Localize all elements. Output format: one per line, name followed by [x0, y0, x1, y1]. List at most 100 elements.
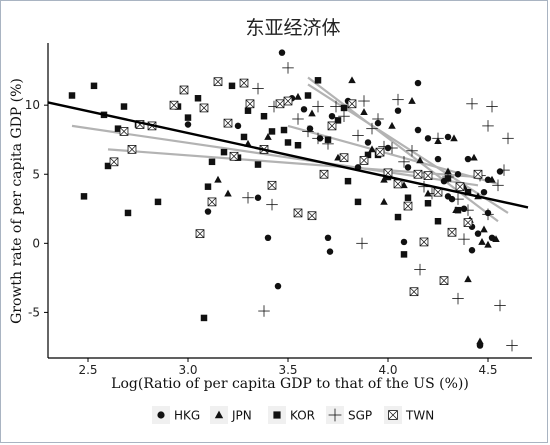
data-point-hkg	[454, 171, 462, 178]
data-point-sgp	[330, 100, 342, 113]
fit-line-jpn	[307, 76, 499, 223]
data-point-twn	[439, 276, 449, 285]
data-point-jpn	[308, 109, 316, 117]
data-point-kor	[434, 217, 442, 225]
y-tick-label: 10	[25, 98, 40, 112]
legend-marker-sgp	[328, 408, 342, 422]
data-point-hkg	[328, 112, 336, 120]
data-point-hkg	[488, 234, 496, 242]
data-point-kor	[364, 151, 372, 159]
data-point-sgp	[386, 142, 398, 154]
data-point-hkg	[184, 121, 192, 128]
data-point-twn	[283, 96, 293, 106]
data-point-twn	[473, 169, 483, 179]
data-point-kor	[104, 162, 112, 170]
data-point-sgp	[498, 164, 510, 176]
data-point-sgp	[338, 110, 350, 122]
data-point-sgp	[462, 204, 474, 216]
legend-marker-hkg	[157, 411, 165, 419]
data-point-sgp	[258, 305, 270, 317]
x-tick-label: 2.5	[78, 363, 97, 377]
data-point-sgp	[356, 237, 368, 250]
y-axis-title: Growth rate of per capita GDP (%)	[9, 78, 25, 324]
legend-item-hkg: HKG	[152, 406, 200, 424]
data-point-kor	[154, 198, 162, 206]
legend-item-twn: TWN	[384, 406, 434, 424]
data-point-twn	[319, 169, 329, 179]
data-point-sgp	[494, 299, 506, 312]
data-point-twn	[267, 180, 277, 190]
data-point-twn	[375, 147, 385, 157]
data-point-sgp	[312, 132, 324, 145]
data-point-sgp	[492, 179, 504, 192]
data-point-kor	[268, 128, 276, 135]
legend-label: SGP	[348, 409, 372, 423]
data-point-sgp	[352, 129, 364, 142]
fit-line-hkg	[287, 124, 499, 185]
data-point-sgp	[358, 95, 370, 107]
data-point-sgp	[292, 113, 304, 125]
data-point-kor	[184, 114, 192, 121]
data-point-twn	[207, 197, 217, 207]
data-point-kor	[454, 206, 462, 214]
data-point-hkg	[460, 205, 468, 213]
data-point-twn	[307, 211, 317, 221]
data-point-sgp	[452, 292, 464, 305]
x-tick-label: 3.5	[278, 363, 297, 377]
data-point-jpn	[424, 189, 432, 197]
legend-label: JPN	[231, 409, 252, 423]
data-point-jpn	[464, 275, 472, 283]
overall-fit	[47, 101, 529, 209]
data-point-twn	[213, 77, 223, 87]
data-point-sgp	[452, 193, 464, 205]
data-point-twn	[169, 100, 179, 110]
data-point-kor	[240, 133, 248, 141]
legend: HKG JPN KOR SGP TWN	[152, 406, 434, 424]
legend-label: TWN	[405, 409, 434, 423]
data-point-kor	[464, 188, 472, 196]
data-point-kor	[314, 77, 322, 84]
data-point-sgp	[442, 171, 454, 183]
data-point-twn	[419, 237, 429, 247]
legend-item-sgp: SGP	[326, 406, 372, 424]
data-point-jpn	[416, 156, 424, 164]
data-point-twn	[359, 156, 369, 165]
data-point-sgp	[506, 339, 518, 352]
data-point-kor	[254, 161, 262, 168]
data-point-kor	[334, 117, 342, 124]
data-point-sgp	[392, 93, 404, 106]
data-point-sgp	[366, 122, 378, 135]
data-point-kor	[194, 95, 202, 102]
chart-title: 东亚经济体	[245, 17, 340, 39]
data-point-twn	[239, 78, 249, 88]
data-point-kor	[400, 251, 408, 258]
data-point-jpn	[444, 167, 452, 175]
data-point-jpn	[408, 97, 416, 104]
data-point-twn	[423, 171, 433, 180]
data-point-sgp	[242, 191, 254, 204]
data-point-twn	[127, 145, 137, 154]
data-point-sgp	[486, 100, 498, 113]
data-point-hkg	[414, 79, 422, 87]
data-point-twn	[447, 227, 457, 237]
data-point-kor	[208, 158, 216, 166]
data-point-sgp	[252, 82, 264, 95]
data-point-jpn	[480, 225, 488, 233]
data-point-sgp	[302, 125, 314, 138]
data-point-twn	[293, 208, 303, 218]
data-point-sgp	[482, 120, 494, 132]
data-point-twn	[245, 99, 255, 109]
data-point-hkg	[264, 234, 272, 242]
data-point-kor	[404, 194, 412, 201]
data-point-kor	[354, 198, 362, 206]
data-point-sgp	[282, 62, 294, 74]
data-point-twn	[455, 182, 465, 192]
data-point-sgp	[482, 208, 494, 221]
data-point-hkg	[404, 164, 412, 171]
data-point-hkg	[496, 168, 504, 175]
data-point-jpn	[492, 235, 500, 243]
data-point-sgp	[398, 156, 410, 168]
data-point-jpn	[368, 145, 376, 153]
data-point-jpn	[294, 92, 302, 100]
series-kor	[68, 77, 472, 322]
